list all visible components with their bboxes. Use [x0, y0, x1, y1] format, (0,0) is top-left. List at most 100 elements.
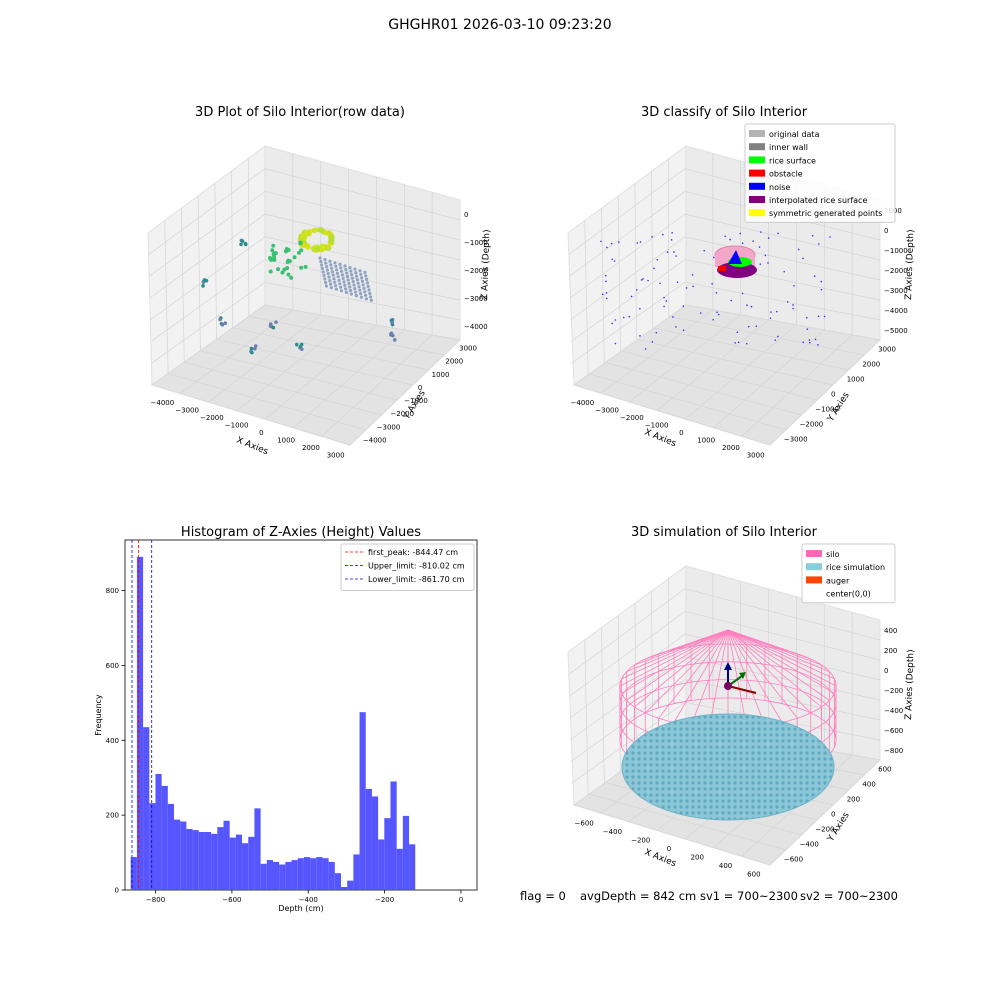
gridline [601, 208, 605, 363]
legend-label: rice surface [769, 156, 816, 165]
raw-point [341, 276, 345, 280]
legend-label: first_peak: -844.47 cm [368, 548, 458, 557]
raw-point [345, 274, 349, 279]
silo-roof-wire [708, 629, 729, 645]
raw-point [344, 290, 348, 294]
raw-point [353, 287, 357, 291]
histogram-bar [174, 819, 181, 890]
panel2-y-ticks: −3000 −2000 −1000 0 1000 2000 3000 [784, 346, 896, 444]
panel4-z-ticks: 400 200 0 −200 −400 −600 −800 [884, 627, 903, 755]
noise-point [663, 305, 665, 308]
noise-point [811, 234, 814, 237]
gridline [584, 640, 589, 794]
raw-point [346, 278, 350, 282]
footer-flag: flag = 0 [520, 889, 566, 903]
raw-point [280, 270, 285, 275]
raw-point [335, 271, 339, 275]
z-tick-label: −1000 [884, 247, 908, 255]
gridline [741, 334, 853, 437]
noise-point [673, 251, 675, 253]
z-tick-label: −2000 [464, 267, 488, 275]
gridline [216, 338, 413, 386]
x-tick-label: −200 [631, 836, 650, 844]
gridline [684, 324, 797, 420]
noise-point [700, 312, 702, 314]
noise-point [644, 348, 647, 350]
raw-point [363, 290, 367, 294]
y-tick-label: −1000 [404, 397, 428, 405]
raw-point [330, 266, 334, 270]
raw-point [333, 280, 337, 284]
noise-point [786, 301, 789, 303]
raw-point [329, 263, 333, 267]
raw-point [344, 287, 348, 291]
gridline [617, 195, 621, 351]
noise-point [618, 241, 620, 243]
x-tick-label: 600 [747, 871, 760, 879]
histogram-bar [136, 556, 144, 890]
noise-point [639, 307, 641, 310]
raw-point [300, 233, 306, 239]
raw-point [365, 277, 369, 281]
histogram-bar [297, 858, 304, 890]
gridline [247, 158, 250, 317]
noise-point [676, 281, 679, 283]
legend-swatch [806, 576, 822, 584]
silo-roof-wire [626, 629, 729, 701]
noise-point [614, 319, 617, 321]
gridline [149, 213, 266, 299]
z-tick-label: −4000 [884, 307, 908, 315]
raw-point [349, 269, 353, 273]
histogram-bar [143, 727, 150, 890]
raw-point [330, 270, 334, 274]
raw-point [269, 257, 274, 262]
legend-label: silo [826, 550, 840, 559]
histogram-bar [371, 796, 379, 890]
noise-point [692, 285, 694, 288]
noise-point [682, 329, 685, 331]
noise-point [666, 251, 669, 253]
raw-point [390, 320, 394, 325]
legend-swatch [749, 196, 765, 203]
noise-point [775, 310, 778, 313]
gridline [584, 220, 589, 374]
gridline [628, 314, 741, 403]
raw-point [320, 263, 324, 267]
raw-point [338, 262, 342, 266]
raw-point [312, 227, 318, 233]
histogram-legend: first_peak: -844.47 cm Upper_limit: -810.… [340, 543, 475, 591]
legend-swatch [749, 156, 765, 164]
panel2-x-ticks: −4000−3000−2000−1000 0 1000 2000 3000 [571, 399, 765, 460]
gridline [214, 183, 217, 340]
raw-point [362, 286, 366, 290]
gridline [570, 656, 686, 741]
y-tick-label: −600 [784, 856, 803, 864]
raw-point [328, 236, 334, 242]
raw-point [339, 266, 343, 270]
histogram-bar [167, 803, 175, 890]
gridline [197, 195, 201, 351]
legend-label: original data [769, 130, 820, 139]
raw-point [272, 256, 277, 261]
noise-point [802, 257, 804, 260]
raw-point [359, 292, 363, 296]
legend-label: Upper_limit: -810.02 cm [368, 562, 465, 571]
x-tick-label: −400 [299, 896, 318, 904]
raw-point [344, 267, 348, 272]
histogram-bar [322, 858, 329, 890]
noise-point [797, 248, 800, 251]
noise-point [769, 317, 772, 320]
histogram-bar [285, 861, 292, 890]
raw-point [338, 282, 342, 286]
noise-point [746, 304, 748, 307]
x-tick-label: 2000 [302, 444, 320, 452]
histogram-bar [229, 837, 236, 890]
noise-point [640, 279, 643, 281]
noise-point [712, 318, 714, 321]
z-tick-label: −4000 [464, 323, 488, 331]
y-tick-label: 200 [847, 796, 860, 804]
histogram-bar [130, 857, 137, 890]
legend-swatch [749, 209, 765, 217]
raw-point [365, 281, 369, 285]
noise-point [716, 311, 718, 314]
